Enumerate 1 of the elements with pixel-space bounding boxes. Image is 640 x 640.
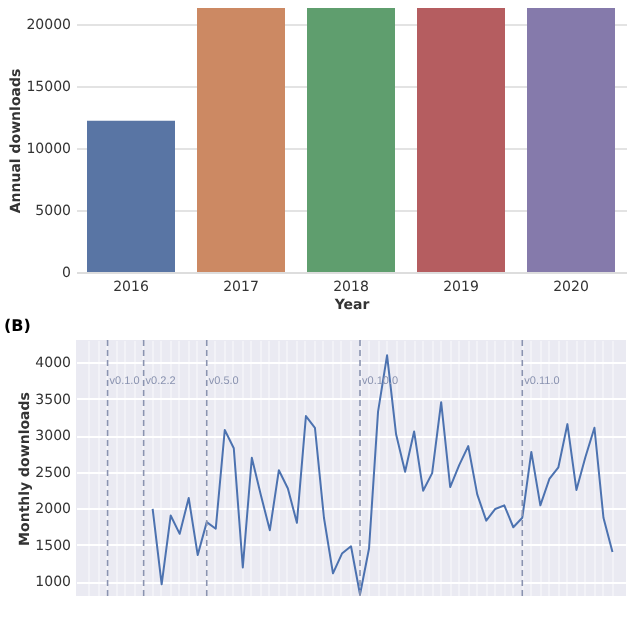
- text: (B): [4, 317, 31, 336]
